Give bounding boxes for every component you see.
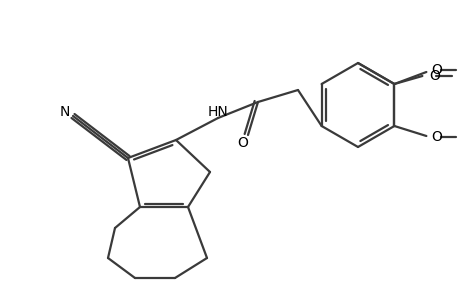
Text: O: O: [237, 136, 248, 150]
Text: HN: HN: [207, 105, 228, 119]
Text: O: O: [431, 130, 441, 144]
Text: O: O: [431, 63, 441, 77]
Text: N: N: [60, 105, 70, 119]
Text: O: O: [428, 69, 439, 83]
